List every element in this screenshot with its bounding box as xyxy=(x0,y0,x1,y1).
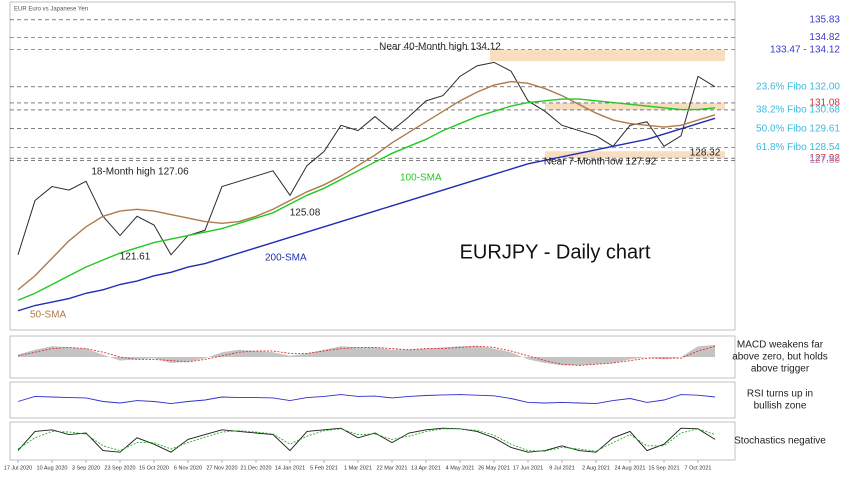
level-label: 134.82 xyxy=(809,32,840,43)
series-label: 100-SMA xyxy=(400,173,442,184)
level-label: 131.08 xyxy=(809,98,840,109)
x-tick-label: 23 Sep 2020 xyxy=(104,465,135,471)
level-label: 127.80 xyxy=(809,155,840,166)
x-tick-label: 1 Mar 2021 xyxy=(344,465,372,471)
x-tick-label: 22 Mar 2021 xyxy=(377,465,408,471)
x-tick-label: 13 Apr 2021 xyxy=(411,465,441,471)
indicator-note: above trigger xyxy=(751,364,810,375)
annotation: Near 7-Month low 127.92 xyxy=(544,157,657,168)
stochastics-line xyxy=(17,428,716,452)
level-label: 38.2% Fibo 130.68 xyxy=(756,105,840,116)
x-tick-label: 24 Aug 2021 xyxy=(615,465,646,471)
x-tick-label: 27 Nov 2020 xyxy=(206,465,237,471)
zone xyxy=(545,151,725,159)
x-tick-label: 3 Sep 2020 xyxy=(72,465,100,471)
x-tick-label: 15 Sep 2021 xyxy=(648,465,679,471)
indicator-note: Stochastics negative xyxy=(734,436,826,447)
zone xyxy=(545,102,725,110)
x-tick-label: 14 Jan 2021 xyxy=(275,465,305,471)
x-tick-label: 2 Aug 2021 xyxy=(582,465,610,471)
indicator-note: RSI turns up in xyxy=(747,389,813,400)
x-tick-label: 10 Aug 2020 xyxy=(37,465,68,471)
x-tick-label: 7 Oct 2021 xyxy=(685,465,712,471)
x-tick-label: 21 Dec 2020 xyxy=(240,465,271,471)
level-label: 133.47 - 134.12 xyxy=(770,44,840,55)
rsi-line xyxy=(17,394,716,405)
x-tick-label: 26 May 2021 xyxy=(478,465,510,471)
macd-panel xyxy=(9,335,736,379)
level-label: 135.83 xyxy=(809,14,840,25)
annotation: 18-Month high 127.06 xyxy=(91,167,189,178)
rsi-panel xyxy=(9,381,736,419)
indicator-note: bullish zone xyxy=(754,401,807,412)
level-label: 50.0% Fibo 129.61 xyxy=(756,123,840,134)
x-tick-label: 9 Jul 2021 xyxy=(549,465,574,471)
sma-line xyxy=(17,80,716,291)
stochastics-panel xyxy=(9,421,736,461)
level-label: 61.8% Fibo 128.54 xyxy=(756,142,840,153)
subtitle: EUR Euro vs Japanese Yen xyxy=(14,7,88,13)
chart-title: EURJPY - Daily chart xyxy=(460,241,651,263)
x-tick-label: 15 Oct 2020 xyxy=(139,465,169,471)
x-tick-label: 17 Jul 2020 xyxy=(4,465,32,471)
sma-line xyxy=(17,117,716,312)
x-tick-label: 17 Jun 2021 xyxy=(513,465,543,471)
x-tick-label: 6 Nov 2020 xyxy=(174,465,202,471)
x-tick-label: 4 May 2021 xyxy=(446,465,475,471)
price-line xyxy=(17,61,716,256)
zone xyxy=(490,49,725,62)
indicator-note: above zero, but holds xyxy=(732,352,828,363)
annotation: 121.61 xyxy=(120,252,151,263)
annotation: 128.32 xyxy=(690,148,721,159)
annotation: Near 40-Month high 134.12 xyxy=(379,42,501,53)
indicator-note: MACD weakens far xyxy=(737,340,824,351)
macd-area xyxy=(18,345,715,366)
level-label: 127.92 xyxy=(809,153,840,164)
level-label: 23.6% Fibo 132.00 xyxy=(756,81,840,92)
annotation: 125.08 xyxy=(290,208,321,219)
x-tick-label: 5 Feb 2021 xyxy=(310,465,338,471)
series-label: 50-SMA xyxy=(30,310,66,321)
series-label: 200-SMA xyxy=(265,253,307,264)
sma-line xyxy=(17,98,716,301)
main-panel xyxy=(9,1,736,331)
